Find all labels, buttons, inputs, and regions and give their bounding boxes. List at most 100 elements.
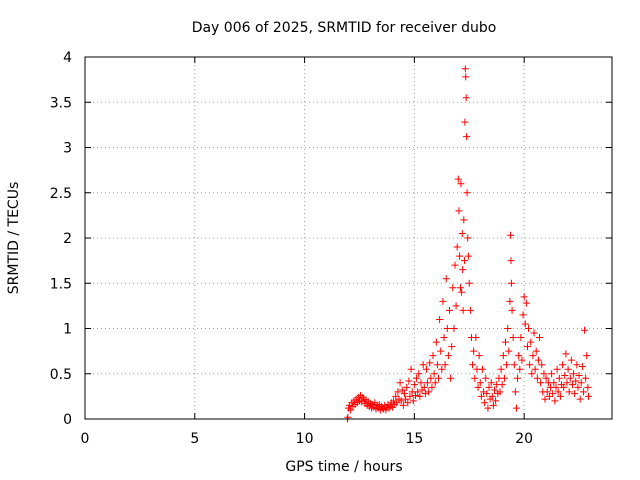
data-point: [347, 406, 355, 414]
data-point: [550, 379, 558, 387]
data-point: [459, 306, 467, 314]
data-point: [452, 302, 460, 310]
data-point: [503, 361, 511, 369]
x-tick-label: 20: [515, 431, 533, 447]
data-point: [507, 231, 515, 239]
data-point: [559, 361, 567, 369]
data-point: [528, 370, 536, 378]
data-point: [464, 252, 472, 260]
data-point: [578, 363, 586, 371]
data-point: [460, 257, 468, 265]
data-point: [397, 397, 405, 405]
data-point: [489, 401, 497, 409]
data-point: [521, 320, 529, 328]
data-point: [447, 374, 455, 382]
data-point: [548, 370, 556, 378]
data-point: [429, 352, 437, 360]
data-point: [491, 386, 499, 394]
data-point: [460, 216, 468, 224]
data-points: [343, 65, 593, 423]
data-point: [500, 374, 508, 382]
data-point: [390, 397, 398, 405]
chart-title: Day 006 of 2025, SRMTID for receiver dub…: [192, 20, 497, 36]
data-point: [499, 352, 507, 360]
y-tick-label: 2.5: [50, 186, 72, 202]
data-point: [458, 288, 466, 296]
data-point: [455, 207, 463, 215]
data-point: [483, 390, 491, 398]
data-point: [566, 374, 574, 382]
data-point: [421, 390, 429, 398]
data-point: [518, 356, 526, 364]
data-point: [506, 297, 514, 305]
data-point: [482, 374, 490, 382]
grid: [85, 57, 612, 419]
data-point: [466, 306, 474, 314]
data-point: [442, 275, 450, 283]
data-point: [385, 404, 393, 412]
data-point: [572, 377, 580, 385]
data-point: [554, 388, 562, 396]
data-point: [406, 392, 414, 400]
data-point: [510, 361, 518, 369]
data-point: [400, 390, 408, 398]
data-point: [551, 397, 559, 405]
data-point: [480, 388, 488, 396]
data-point: [515, 352, 523, 360]
data-point: [436, 315, 444, 323]
data-point: [433, 361, 441, 369]
x-tick-label: 0: [81, 431, 90, 447]
x-tick-label: 15: [405, 431, 423, 447]
data-point: [582, 374, 590, 382]
data-point: [529, 352, 537, 360]
y-tick-label: 1.5: [50, 276, 72, 292]
data-point: [399, 401, 407, 409]
axis-ticks: 0 5 10 15 20 0 0.5 1 1.5 2 2.5 3 3.5 4: [50, 50, 612, 447]
data-point: [438, 365, 446, 373]
data-point: [562, 350, 570, 358]
data-point: [463, 189, 471, 197]
data-point: [431, 379, 439, 387]
data-point: [402, 395, 410, 403]
data-point: [448, 343, 456, 351]
data-point: [415, 370, 423, 378]
data-point: [532, 347, 540, 355]
data-point: [519, 311, 527, 319]
data-point: [398, 386, 406, 394]
data-point: [463, 133, 471, 141]
data-point: [568, 381, 576, 389]
data-point: [561, 372, 569, 380]
data-point: [461, 118, 469, 126]
data-point: [485, 383, 493, 391]
data-point: [564, 365, 572, 373]
data-point: [446, 306, 454, 314]
data-point: [553, 365, 561, 373]
data-point: [502, 338, 510, 346]
data-point: [523, 343, 531, 351]
x-tick-label: 5: [190, 431, 199, 447]
data-point: [439, 297, 447, 305]
data-point: [556, 392, 564, 400]
data-point: [534, 356, 542, 364]
data-point: [441, 361, 449, 369]
y-axis-label: SRMTID / TECUs: [6, 182, 22, 295]
data-point: [507, 279, 515, 287]
data-point: [527, 338, 535, 346]
data-point: [458, 229, 466, 237]
data-point: [498, 381, 506, 389]
data-point: [456, 252, 464, 260]
data-point: [509, 334, 517, 342]
data-point: [517, 334, 525, 342]
data-point: [570, 370, 578, 378]
data-point: [475, 352, 483, 360]
data-point: [481, 399, 489, 407]
data-point: [440, 334, 448, 342]
data-point: [507, 257, 515, 265]
data-point: [542, 374, 550, 382]
data-point: [454, 175, 462, 183]
data-point: [410, 381, 418, 389]
data-point: [563, 379, 571, 387]
data-point: [437, 347, 445, 355]
data-point: [413, 374, 421, 382]
